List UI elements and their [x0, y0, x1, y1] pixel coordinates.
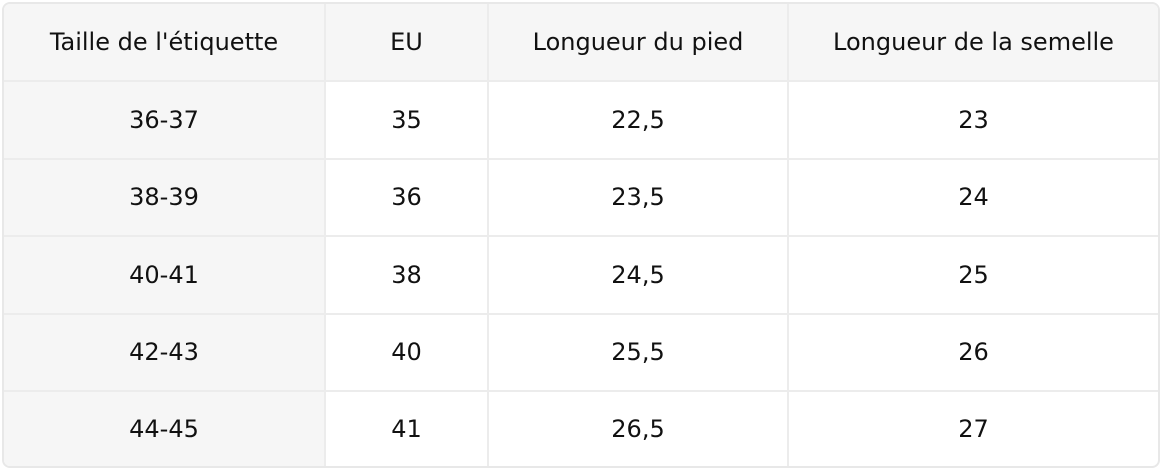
table-cell: 27 [787, 390, 1158, 466]
size-table: Taille de l'étiquette EU Longueur du pie… [4, 4, 1158, 466]
header-cell: Taille de l'étiquette [4, 4, 326, 82]
table-cell: 26,5 [487, 390, 789, 466]
table-cell: 23,5 [487, 157, 789, 238]
header-row: Taille de l'étiquette EU Longueur du pie… [4, 4, 1158, 82]
label-size-cell: 36-37 [4, 80, 326, 160]
table-cell: 41 [324, 390, 489, 466]
table-cell: 22,5 [487, 80, 789, 160]
header-cell: Longueur du pied [487, 4, 789, 82]
label-size-cell: 42-43 [4, 312, 326, 393]
header-cell: Longueur de la semelle [787, 4, 1158, 82]
label-size-cell: 40-41 [4, 235, 326, 315]
table-cell: 24,5 [487, 235, 789, 315]
table-cell: 35 [324, 80, 489, 160]
table-row: 38-39 36 23,5 24 [4, 157, 1158, 238]
table-cell: 23 [787, 80, 1158, 160]
label-size-cell: 44-45 [4, 390, 326, 466]
table-row: 40-41 38 24,5 25 [4, 235, 1158, 315]
table-cell: 38 [324, 235, 489, 315]
table-cell: 26 [787, 312, 1158, 393]
label-size-cell: 38-39 [4, 157, 326, 238]
table-cell: 25 [787, 235, 1158, 315]
table-cell: 24 [787, 157, 1158, 238]
table-cell: 36 [324, 157, 489, 238]
table-row: 36-37 35 22,5 23 [4, 80, 1158, 160]
header-cell: EU [324, 4, 489, 82]
table-cell: 25,5 [487, 312, 789, 393]
table-row: 42-43 40 25,5 26 [4, 312, 1158, 393]
table-cell: 40 [324, 312, 489, 393]
table-row: 44-45 41 26,5 27 [4, 390, 1158, 466]
